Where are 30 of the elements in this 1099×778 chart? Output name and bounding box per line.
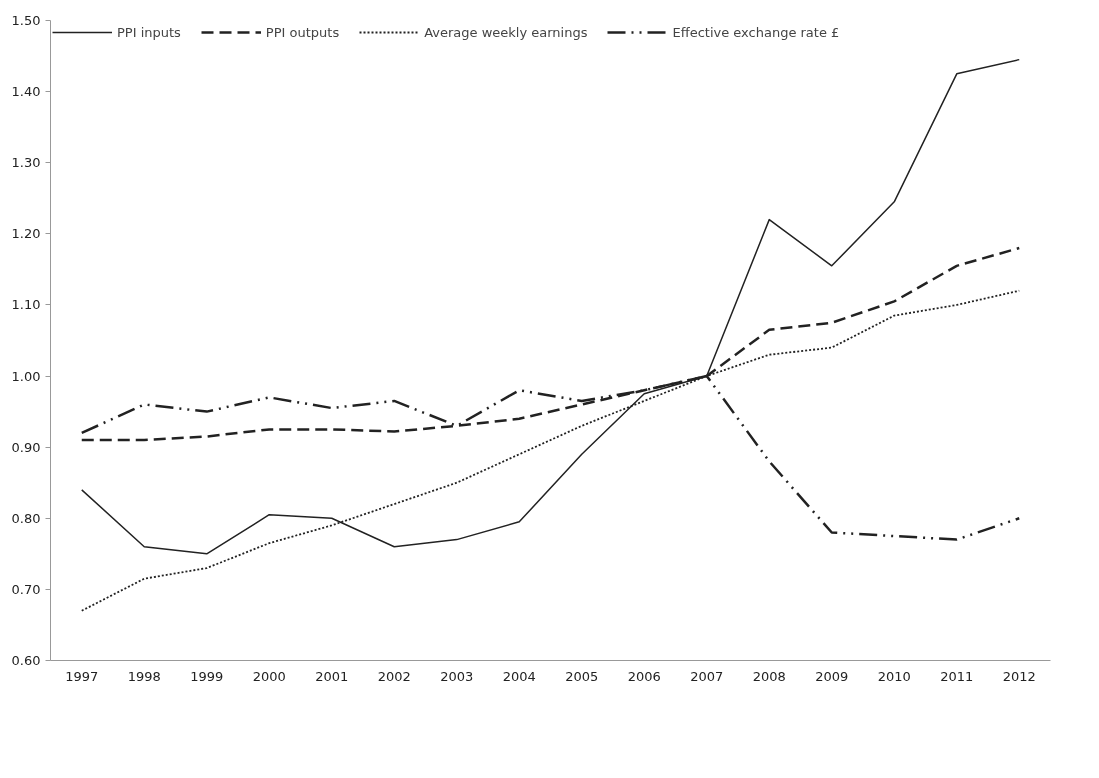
y-tick-label: 1.30	[11, 155, 41, 171]
x-tick-label: 2005	[565, 668, 599, 684]
x-tick-label: 2006	[627, 668, 661, 684]
y-tick-label: 1.10	[11, 297, 41, 313]
x-tick-label: 2004	[502, 668, 536, 684]
legend-label: PPI outputs	[265, 24, 340, 40]
x-tick-label: 2007	[690, 668, 724, 684]
y-tick-label: 0.60	[11, 653, 41, 668]
x-tick-label: 2000	[252, 668, 286, 684]
y-tick-label: 1.00	[11, 368, 41, 384]
x-tick-label: 1999	[190, 668, 224, 684]
x-tick-label: 2012	[1002, 668, 1036, 684]
x-tick-label: 2008	[752, 668, 786, 684]
x-tick-label: 2001	[315, 668, 349, 684]
y-tick-label: 0.90	[11, 439, 41, 455]
legend-label: Average weekly earnings	[424, 24, 588, 40]
x-tick-label: 2003	[440, 668, 474, 684]
legend-label: Effective exchange rate £	[672, 24, 840, 40]
y-tick-label: 1.40	[11, 84, 41, 100]
x-tick-label: 2010	[877, 668, 911, 684]
y-tick-label: 1.50	[11, 13, 41, 28]
legend-label: PPI inputs	[117, 24, 181, 40]
x-tick-label: 1998	[127, 668, 161, 684]
y-tick-label: 0.70	[11, 581, 41, 597]
x-tick-label: 2002	[377, 668, 411, 684]
x-tick-label: 2011	[940, 668, 974, 684]
y-tick-label: 0.80	[11, 510, 41, 526]
y-tick-label: 1.20	[11, 226, 41, 242]
x-tick-label: 1997	[65, 668, 99, 684]
x-tick-label: 2009	[815, 668, 849, 684]
